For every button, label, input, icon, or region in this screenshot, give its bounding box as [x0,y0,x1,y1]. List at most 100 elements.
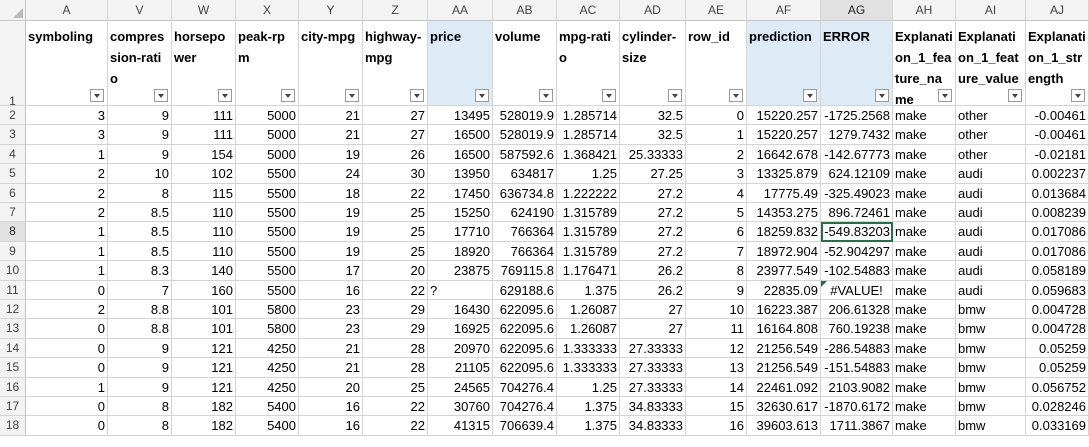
table-cell[interactable]: 760.19238 [821,319,893,339]
column-header-x[interactable]: X [236,0,299,21]
row-header[interactable]: 4 [0,144,26,165]
table-cell[interactable]: -102.54883 [821,261,893,281]
table-cell[interactable]: 5000 [236,125,299,145]
table-cell[interactable]: 19 [299,222,363,242]
table-cell[interactable]: 23875 [428,261,493,281]
column-header-ac[interactable]: AC [557,0,620,21]
table-cell[interactable]: 16 [299,397,363,417]
table-cell[interactable]: 27.33333 [620,377,686,397]
table-cell[interactable]: 13325.879 [747,164,821,184]
table-cell[interactable]: 3 [26,125,108,145]
table-cell[interactable]: 9 [108,377,172,397]
table-cell[interactable]: 110 [172,203,236,223]
table-cell[interactable]: 769115.8 [493,261,557,281]
table-cell[interactable]: audi [956,241,1026,262]
filter-dropdown-icon[interactable] [475,89,489,102]
table-cell[interactable]: 16642.678 [747,144,821,165]
filter-dropdown-icon[interactable] [875,89,889,102]
table-cell[interactable]: 19 [299,144,363,165]
field-header-cell[interactable]: volume [493,21,557,106]
table-cell[interactable]: -0.00461 [1026,106,1089,126]
table-cell[interactable]: make [893,358,956,378]
table-cell[interactable]: 25 [363,203,428,223]
table-cell[interactable]: make [893,144,956,165]
table-cell[interactable]: 18972.904 [747,241,821,262]
table-cell[interactable]: 1 [686,125,747,145]
table-cell[interactable]: 21 [299,125,363,145]
table-cell[interactable]: 1.25 [557,164,620,184]
table-cell[interactable]: 6 [686,222,747,242]
table-cell[interactable]: make [893,319,956,339]
table-cell[interactable]: 8.5 [108,222,172,242]
table-cell[interactable]: 29 [363,300,428,320]
table-cell[interactable]: 4 [686,183,747,203]
table-cell[interactable]: 629188.6 [493,280,557,300]
table-cell[interactable]: 25.33333 [620,144,686,165]
table-cell[interactable]: 22835.09 [747,280,821,300]
table-cell[interactable]: 16 [299,280,363,300]
table-cell[interactable]: 15250 [428,203,493,223]
table-cell[interactable]: 22461.092 [747,377,821,397]
select-all-corner[interactable] [0,0,26,21]
table-cell[interactable]: 766364 [493,222,557,242]
table-cell[interactable]: bmw [956,397,1026,417]
table-cell[interactable]: 622095.6 [493,338,557,359]
table-cell[interactable]: 13 [686,358,747,378]
table-cell[interactable]: 2 [686,144,747,165]
table-cell[interactable]: 1.333333 [557,358,620,378]
table-cell[interactable]: 8 [108,397,172,417]
table-cell[interactable]: 622095.6 [493,300,557,320]
table-cell[interactable]: 5800 [236,300,299,320]
table-cell[interactable]: audi [956,203,1026,223]
table-cell[interactable]: 11 [686,319,747,339]
table-cell[interactable]: 27 [620,300,686,320]
table-cell[interactable]: 24565 [428,377,493,397]
table-cell[interactable]: bmw [956,377,1026,397]
table-cell[interactable]: -0.00461 [1026,125,1089,145]
table-cell[interactable]: 28 [363,358,428,378]
filter-dropdown-icon[interactable] [281,89,295,102]
filter-dropdown-icon[interactable] [668,89,682,102]
table-cell[interactable]: 5500 [236,164,299,184]
table-cell[interactable]: 21 [299,358,363,378]
table-cell[interactable]: 0.008239 [1026,203,1089,223]
table-cell[interactable]: 23 [299,300,363,320]
table-cell[interactable]: 30760 [428,397,493,417]
table-cell[interactable]: 1 [26,261,108,281]
table-cell[interactable]: 15220.257 [747,106,821,126]
table-cell[interactable]: ? [428,280,493,300]
row-header[interactable]: 14 [0,338,26,359]
table-cell[interactable]: make [893,280,956,300]
table-cell[interactable]: 1.176471 [557,261,620,281]
table-cell[interactable]: -1725.2568 [821,106,893,126]
table-cell[interactable]: 896.72461 [821,203,893,223]
table-cell[interactable]: 2 [26,164,108,184]
table-cell[interactable]: 1.368421 [557,144,620,165]
field-header-cell[interactable]: peak-rpm [236,21,299,106]
table-cell[interactable]: -142.67773 [821,144,893,165]
table-cell[interactable]: 1.315789 [557,203,620,223]
table-cell[interactable]: make [893,106,956,126]
error-indicator-icon[interactable] [821,280,827,287]
table-cell[interactable]: 1 [26,377,108,397]
column-header-ad[interactable]: AD [620,0,686,21]
table-cell[interactable]: 2 [26,183,108,203]
filter-dropdown-icon[interactable] [539,89,553,102]
table-cell[interactable]: 25 [363,377,428,397]
filter-dropdown-icon[interactable] [90,89,104,102]
column-header-w[interactable]: W [172,0,236,21]
table-cell[interactable]: 1.26087 [557,300,620,320]
filter-dropdown-icon[interactable] [1008,89,1022,102]
table-cell[interactable]: 9 [108,358,172,378]
table-cell[interactable]: other [956,144,1026,165]
filter-dropdown-icon[interactable] [218,89,232,102]
column-header-ae[interactable]: AE [686,0,747,21]
table-cell[interactable]: 1.375 [557,416,620,436]
row-header[interactable]: 11 [0,280,26,300]
table-cell[interactable]: 17775.49 [747,183,821,203]
row-header[interactable]: 2 [0,106,26,126]
table-cell[interactable]: 24 [299,164,363,184]
table-cell[interactable]: 0 [26,319,108,339]
table-cell[interactable]: 26 [363,144,428,165]
table-cell[interactable]: 1711.3867 [821,416,893,436]
